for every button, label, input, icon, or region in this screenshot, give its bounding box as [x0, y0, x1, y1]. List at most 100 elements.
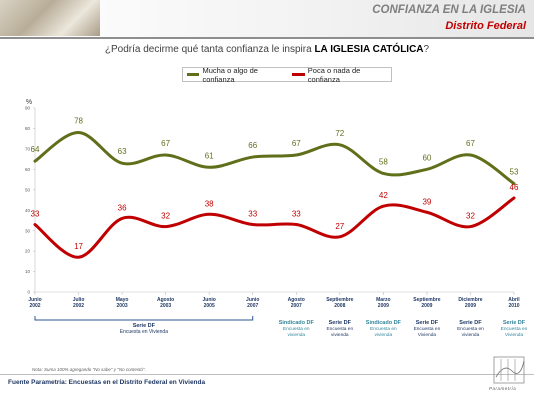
data-label-series-1: 67 [292, 139, 301, 148]
data-label-series-2: 17 [74, 242, 83, 251]
x-tick-label-year: 2009 [421, 303, 432, 309]
question-suffix: ? [423, 44, 430, 55]
x-tick-label-month: Agosto [288, 297, 305, 303]
logo-wordmark: Parametría [489, 386, 517, 391]
source-label: Serie DF [459, 320, 482, 326]
x-tick-label-month: Junio [203, 297, 216, 303]
legend-item-series-2: Poca o nada de confianza [288, 66, 385, 84]
data-label-series-1: 58 [379, 157, 388, 166]
y-tick-label: 20 [25, 249, 31, 254]
x-tick-label-year: 2009 [378, 303, 389, 309]
data-label-series-1: 72 [335, 129, 344, 138]
footer-divider [0, 374, 534, 375]
data-label-series-1: 53 [510, 168, 519, 177]
x-tick-label-month: Septiembre [326, 297, 353, 303]
data-label-series-1: 67 [466, 139, 475, 148]
series-bracket [34, 316, 254, 321]
source-label: Encuesta en [370, 326, 397, 332]
y-tick-label: 90 [25, 106, 31, 111]
x-tick-label-month: Mayo [116, 297, 129, 303]
data-label-series-1: 66 [248, 141, 257, 150]
x-tick-label-month: Marzo [376, 297, 390, 303]
source-label: Encuesta en Vivienda [120, 329, 168, 335]
data-label-series-2: 46 [510, 183, 519, 192]
x-tick-label-year: 2003 [117, 303, 128, 309]
data-label-series-2: 36 [118, 203, 127, 212]
data-label-series-1: 78 [74, 117, 83, 126]
data-label-series-1: 61 [205, 151, 214, 160]
y-tick-label: 50 [25, 187, 31, 192]
legend-label-series-2: Poca o nada de confianza [307, 65, 361, 84]
data-label-series-2: 33 [292, 210, 301, 219]
y-axis-label: % [26, 99, 32, 106]
x-tick-label-year: 2002 [73, 303, 84, 309]
page-subtitle: Distrito Federal [445, 20, 526, 32]
y-tick-label: 80 [25, 126, 31, 131]
y-tick-label: 40 [25, 208, 31, 213]
source-label: Vivienda [505, 332, 524, 338]
data-label-series-1: 67 [161, 139, 170, 148]
series-line-2 [33, 196, 516, 259]
x-tick-label-month: Abril [508, 297, 520, 303]
data-label-series-2: 32 [161, 212, 170, 221]
x-tick-label-year: 2007 [291, 303, 302, 309]
survey-question: ¿Podría decirme qué tanta confianza le i… [0, 44, 534, 55]
source-label: vivienda [375, 332, 393, 338]
parametria-logo-icon [493, 356, 525, 384]
legend-label-series-1: Mucha o algo de confianza [202, 65, 258, 84]
chart-note: Nota: Suma 100% agregando "No sabe" y "N… [32, 367, 146, 372]
data-label-series-2: 38 [205, 199, 214, 208]
legend-item-series-1: Mucha o algo de confianza [183, 66, 282, 84]
y-tick-label: 70 [25, 146, 31, 151]
data-label-series-2: 32 [466, 212, 475, 221]
x-tick-label-year: 2010 [508, 303, 519, 309]
x-tick-label-year: 2008 [334, 303, 345, 309]
x-tick-label-month: Julio [73, 297, 85, 303]
data-label-series-1: 60 [422, 153, 431, 162]
x-tick-label-month: Septiembre [413, 297, 440, 303]
x-tick-label-year: 2002 [29, 303, 40, 309]
y-tick-label: 60 [25, 167, 31, 172]
data-label-series-2: 27 [335, 222, 344, 231]
source-footer: Fuente Parametría: Encuestas en el Distr… [8, 379, 206, 386]
data-label-series-2: 42 [379, 191, 388, 200]
question-emphasis: LA IGLESIA CATÓLICA [314, 44, 424, 55]
x-tick-label-month: Junio [246, 297, 259, 303]
x-tick-label-month: Agosto [157, 297, 174, 303]
x-tick-label-year: 2009 [465, 303, 476, 309]
x-tick-label-year: 2007 [247, 303, 258, 309]
header-photo [0, 0, 100, 36]
header-divider [0, 37, 534, 39]
source-label: Vivienda [418, 332, 437, 338]
source-label: Serie DF [329, 320, 352, 326]
source-label: Serie DF [133, 323, 156, 329]
source-label: vivienda [462, 332, 480, 338]
source-label: Encuesta en [457, 326, 484, 332]
source-label: Encuesta en [501, 326, 528, 332]
x-tick-label-year: 2003 [160, 303, 171, 309]
source-label: Serie DF [503, 320, 526, 326]
y-tick-label: 30 [25, 228, 31, 233]
data-label-series-2: 33 [248, 210, 257, 219]
legend-swatch-series-2 [292, 73, 305, 76]
data-label-series-1: 64 [31, 145, 40, 154]
question-prefix: ¿Podría decirme qué tanta confianza le i… [104, 44, 315, 55]
data-label-series-2: 33 [31, 210, 40, 219]
chart-legend: Mucha o algo de confianza Poca o nada de… [182, 66, 392, 84]
source-label: Serie DF [416, 320, 439, 326]
source-label: Sindicado DF [366, 320, 402, 326]
source-label: Encuesta en [414, 326, 441, 332]
data-label-series-2: 39 [422, 197, 431, 206]
data-label-series-1: 63 [118, 147, 127, 156]
source-label: Sindicado DF [279, 320, 315, 326]
y-tick-label: 10 [25, 269, 31, 274]
source-label: Encuesta en [283, 326, 310, 332]
x-tick-label-month: Diciembre [458, 297, 482, 303]
series-line-1 [33, 131, 516, 186]
source-label: vivienda [331, 332, 349, 338]
source-label: Encuesta en [326, 326, 353, 332]
legend-swatch-series-1 [187, 73, 200, 76]
source-label: vivienda [287, 332, 305, 338]
y-tick-label: 0 [27, 290, 30, 295]
